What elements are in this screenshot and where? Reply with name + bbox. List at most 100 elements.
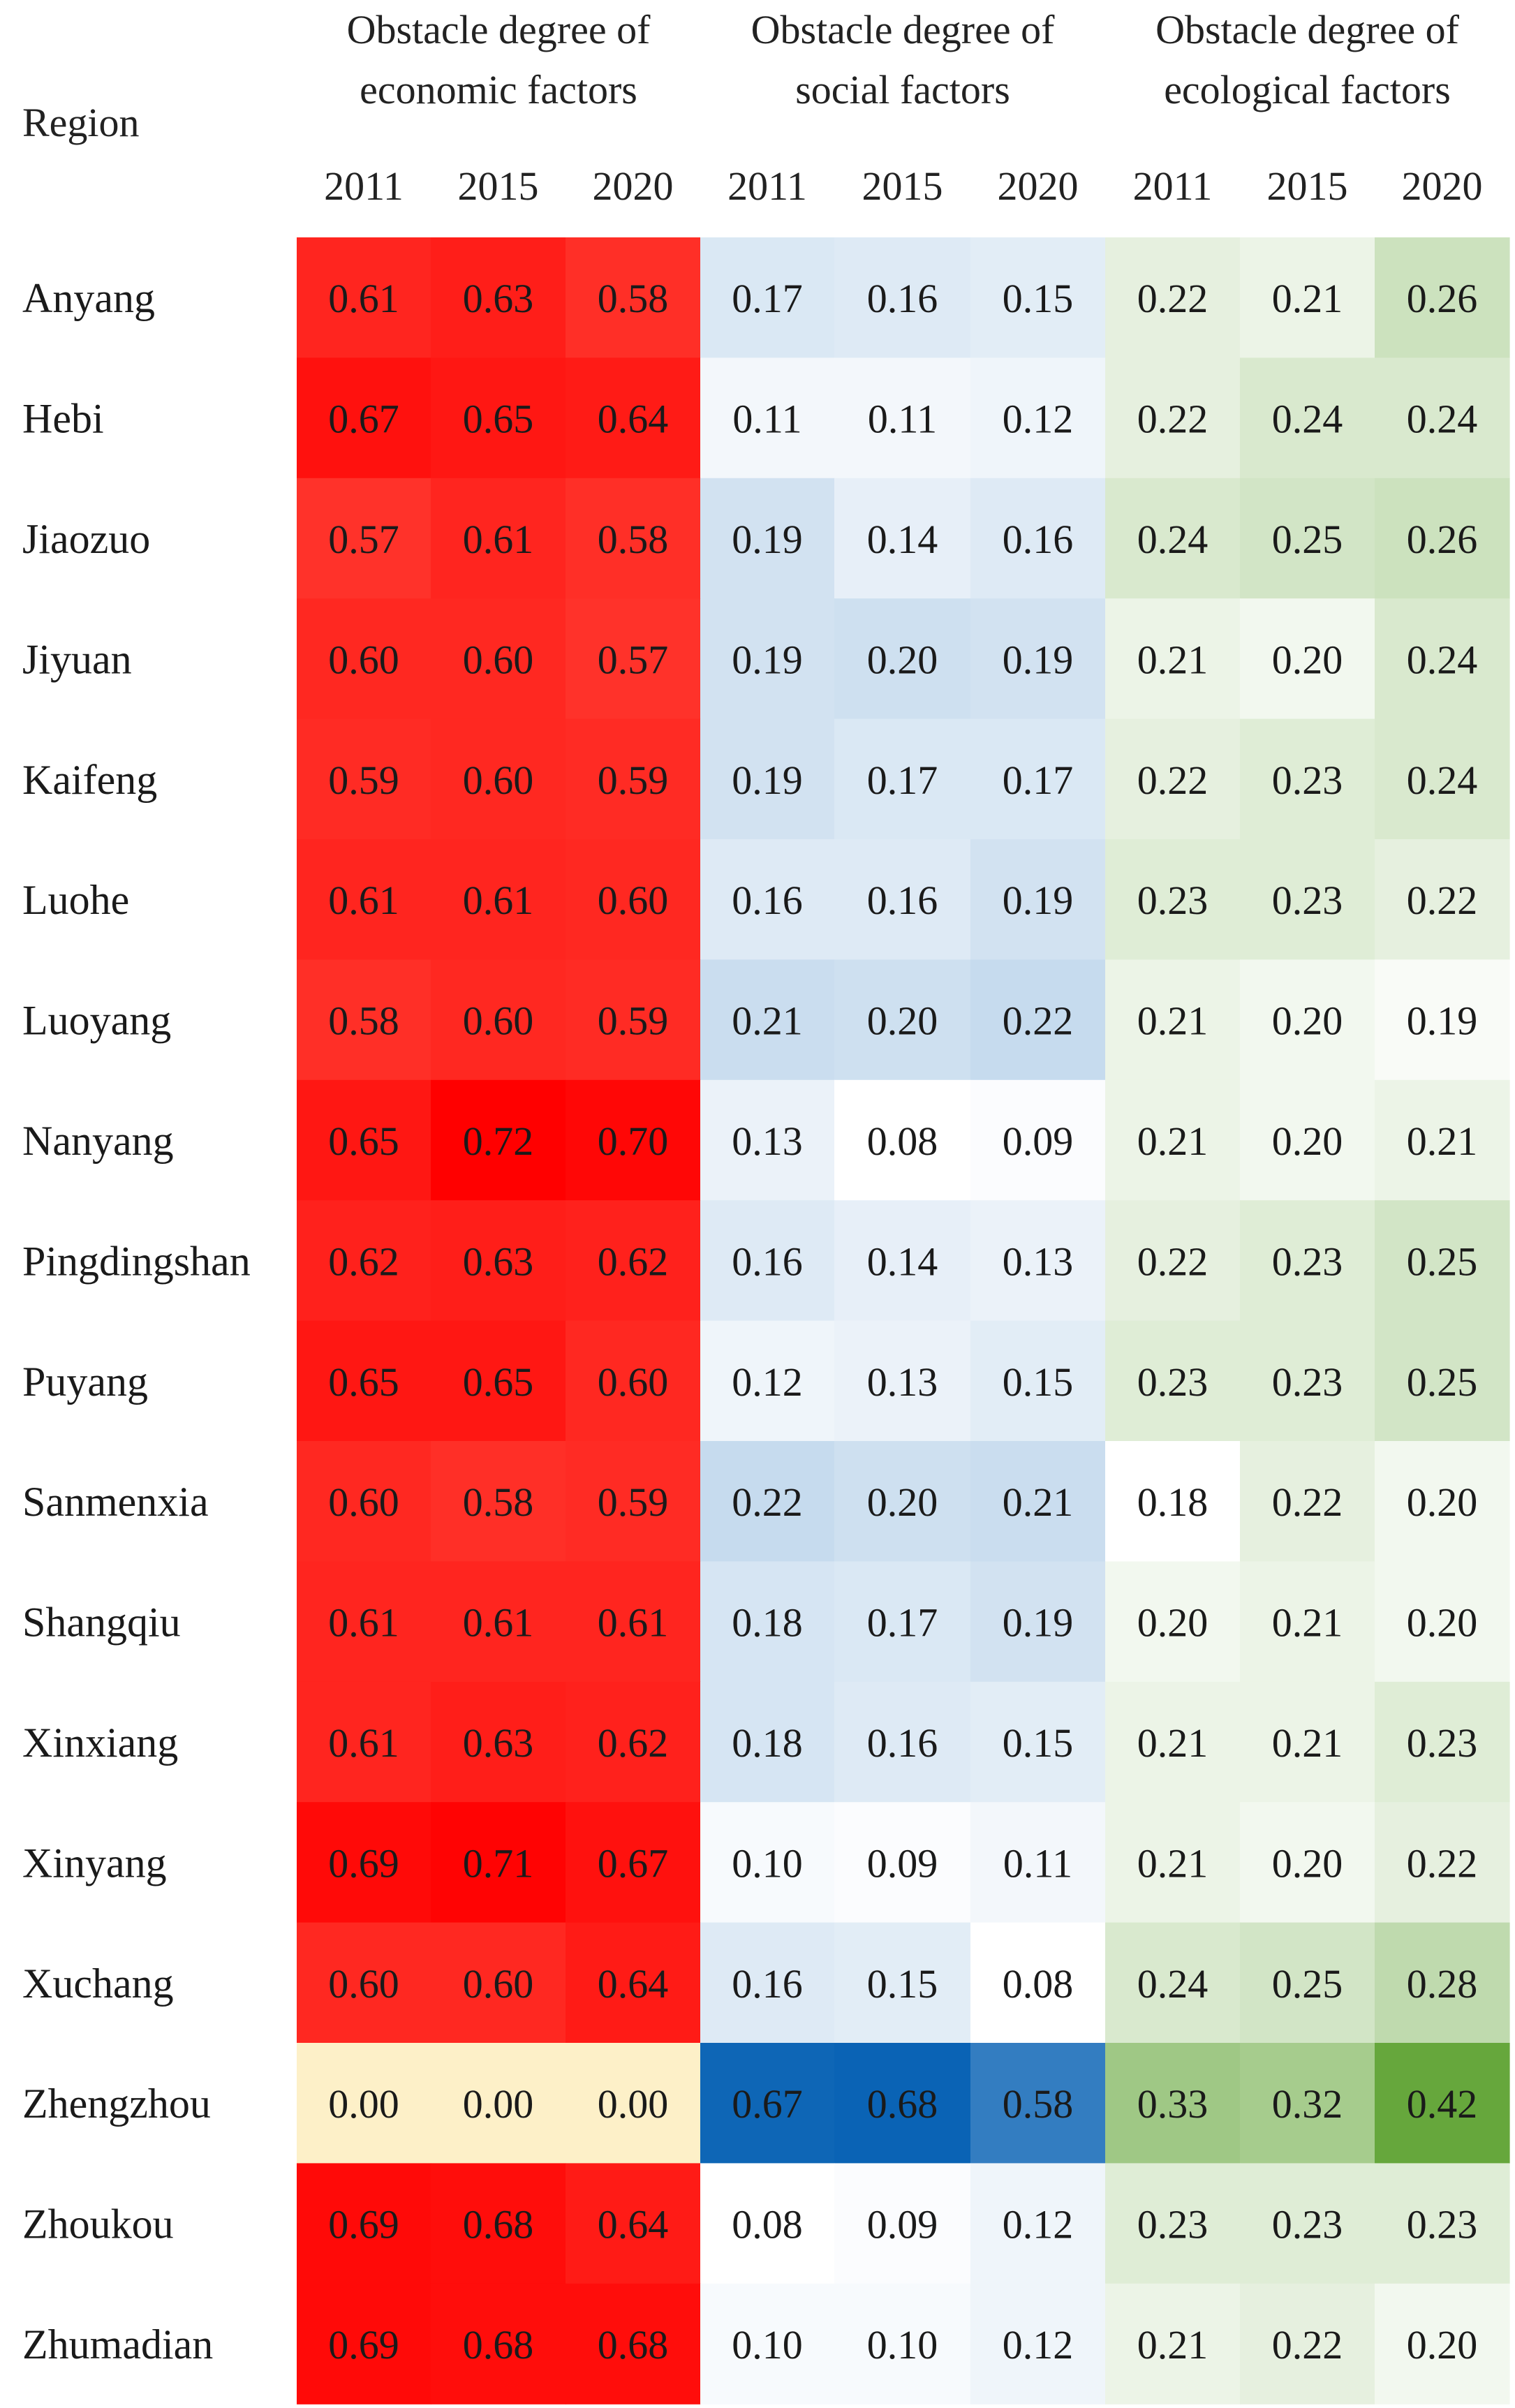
year-header-blue-2020: 2020 bbox=[998, 163, 1079, 209]
cell-jiyuan-blue-2011 bbox=[700, 598, 835, 720]
cell-value-sanmenxia-green-2020: 0.20 bbox=[1407, 1479, 1478, 1525]
cell-puyang-green-2020 bbox=[1375, 1320, 1510, 1442]
cell-luoyang-green-2015 bbox=[1240, 959, 1375, 1081]
cell-kaifeng-red-2011 bbox=[297, 718, 431, 840]
cell-value-zhoukou-red-2020: 0.64 bbox=[598, 2202, 669, 2247]
cell-kaifeng-blue-2011 bbox=[700, 718, 835, 840]
cell-jiyuan-blue-2015 bbox=[834, 598, 971, 720]
cell-value-xinxiang-green-2020: 0.23 bbox=[1407, 1720, 1478, 1766]
row-header: Region bbox=[22, 100, 140, 145]
cell-value-jiyuan-red-2020: 0.57 bbox=[598, 637, 669, 682]
cell-sanmenxia-green-2015 bbox=[1240, 1441, 1375, 1562]
cell-value-xuchang-green-2011: 0.24 bbox=[1137, 1961, 1209, 2007]
cell-value-xuchang-red-2020: 0.64 bbox=[598, 1961, 669, 2007]
cell-value-zhoukou-blue-2015: 0.09 bbox=[867, 2202, 938, 2247]
cell-value-zhoukou-blue-2011: 0.08 bbox=[732, 2202, 803, 2247]
cell-jiyuan-green-2015 bbox=[1240, 598, 1375, 720]
year-header-red-2015: 2015 bbox=[458, 163, 539, 209]
cell-value-kaifeng-blue-2011: 0.19 bbox=[732, 758, 803, 803]
cell-value-luoyang-red-2011: 0.58 bbox=[328, 998, 399, 1044]
region-label-puyang: Puyang bbox=[22, 1359, 148, 1405]
cell-value-hebi-blue-2015: 0.11 bbox=[868, 397, 937, 442]
region-label-shangqiu: Shangqiu bbox=[22, 1600, 181, 1646]
cell-xuchang-red-2020 bbox=[566, 1922, 701, 2044]
cell-value-nanyang-green-2015: 0.20 bbox=[1272, 1118, 1343, 1164]
cell-anyang-green-2015 bbox=[1240, 237, 1375, 358]
cell-value-puyang-blue-2011: 0.12 bbox=[732, 1359, 803, 1405]
cell-value-hebi-red-2020: 0.64 bbox=[598, 397, 669, 442]
cell-kaifeng-blue-2015 bbox=[834, 718, 971, 840]
cell-pingdingshan-blue-2020 bbox=[970, 1200, 1106, 1322]
cell-value-luoyang-red-2015: 0.60 bbox=[463, 998, 534, 1044]
cell-xuchang-blue-2015 bbox=[834, 1922, 971, 2044]
cell-value-shangqiu-green-2011: 0.20 bbox=[1137, 1600, 1209, 1646]
cell-value-luohe-red-2015: 0.61 bbox=[463, 878, 534, 923]
cell-xinxiang-red-2015 bbox=[431, 1681, 566, 1803]
cell-value-kaifeng-red-2015: 0.60 bbox=[463, 758, 534, 803]
cell-value-kaifeng-blue-2020: 0.17 bbox=[1003, 758, 1074, 803]
year-header-red-2020: 2020 bbox=[593, 163, 674, 209]
cell-puyang-blue-2011 bbox=[700, 1320, 835, 1442]
cell-value-pingdingshan-blue-2011: 0.16 bbox=[732, 1239, 803, 1284]
cell-nanyang-green-2015 bbox=[1240, 1079, 1375, 1201]
cell-zhengzhou-green-2020 bbox=[1375, 2043, 1510, 2164]
cell-jiyuan-red-2020 bbox=[566, 598, 701, 720]
cell-jiaozuo-blue-2020 bbox=[970, 478, 1106, 599]
cell-zhumadian-green-2015 bbox=[1240, 2283, 1375, 2405]
cell-luoyang-green-2020 bbox=[1375, 959, 1510, 1081]
cell-value-nanyang-blue-2020: 0.09 bbox=[1003, 1118, 1074, 1164]
cell-xinxiang-blue-2011 bbox=[700, 1681, 835, 1803]
cell-luoyang-blue-2015 bbox=[834, 959, 971, 1081]
cell-value-kaifeng-green-2011: 0.22 bbox=[1137, 758, 1209, 803]
cell-value-zhumadian-blue-2011: 0.10 bbox=[732, 2322, 803, 2368]
cell-value-shangqiu-blue-2011: 0.18 bbox=[732, 1600, 803, 1646]
cell-value-anyang-green-2011: 0.22 bbox=[1137, 276, 1209, 321]
cell-xinxiang-green-2020 bbox=[1375, 1681, 1510, 1803]
cell-value-pingdingshan-red-2011: 0.62 bbox=[328, 1239, 399, 1284]
cell-hebi-blue-2011 bbox=[700, 357, 835, 479]
cell-shangqiu-green-2015 bbox=[1240, 1561, 1375, 1683]
cell-value-jiyuan-blue-2020: 0.19 bbox=[1003, 637, 1074, 682]
header-layer: Region Obstacle degree of economic factors… bbox=[22, 7, 1483, 209]
cell-value-zhoukou-red-2015: 0.68 bbox=[463, 2202, 534, 2247]
cell-luohe-red-2011 bbox=[297, 839, 431, 960]
cell-value-zhumadian-green-2015: 0.22 bbox=[1272, 2322, 1343, 2368]
cell-pingdingshan-blue-2011 bbox=[700, 1200, 835, 1322]
cell-value-zhumadian-green-2020: 0.20 bbox=[1407, 2322, 1478, 2368]
cell-zhoukou-green-2015 bbox=[1240, 2163, 1375, 2284]
cell-xuchang-green-2020 bbox=[1375, 1922, 1510, 2044]
cell-value-xuchang-green-2020: 0.28 bbox=[1407, 1961, 1478, 2007]
cell-zhoukou-green-2011 bbox=[1105, 2163, 1241, 2284]
cell-puyang-green-2011 bbox=[1105, 1320, 1241, 1442]
cell-value-shangqiu-blue-2015: 0.17 bbox=[867, 1600, 938, 1646]
cell-kaifeng-red-2015 bbox=[431, 718, 566, 840]
cell-hebi-green-2011 bbox=[1105, 357, 1241, 479]
cell-jiaozuo-red-2015 bbox=[431, 478, 566, 599]
cell-value-luohe-red-2020: 0.60 bbox=[598, 878, 669, 923]
cell-hebi-red-2011 bbox=[297, 357, 431, 479]
cell-zhengzhou-blue-2020 bbox=[970, 2043, 1106, 2164]
cell-hebi-blue-2015 bbox=[834, 357, 971, 479]
cell-value-hebi-red-2011: 0.67 bbox=[328, 397, 399, 442]
cell-xinxiang-green-2011 bbox=[1105, 1681, 1241, 1803]
cell-jiaozuo-green-2011 bbox=[1105, 478, 1241, 599]
cell-value-pingdingshan-green-2011: 0.22 bbox=[1137, 1239, 1209, 1284]
cell-value-luoyang-blue-2020: 0.22 bbox=[1003, 998, 1074, 1044]
cell-value-xinxiang-green-2015: 0.21 bbox=[1272, 1720, 1343, 1766]
group-header-green-line-2: ecological factors bbox=[1164, 67, 1451, 112]
cell-value-xuchang-blue-2011: 0.16 bbox=[732, 1961, 803, 2007]
cell-value-luohe-green-2020: 0.22 bbox=[1407, 878, 1478, 923]
cell-value-xinyang-red-2011: 0.69 bbox=[328, 1840, 399, 1886]
cell-value-jiyuan-blue-2011: 0.19 bbox=[732, 637, 803, 682]
cell-value-luoyang-blue-2015: 0.20 bbox=[867, 998, 938, 1044]
cell-zhengzhou-red-2015 bbox=[431, 2043, 566, 2164]
cell-value-sanmenxia-blue-2015: 0.20 bbox=[867, 1479, 938, 1525]
cell-value-xinxiang-red-2015: 0.63 bbox=[463, 1720, 534, 1766]
cell-kaifeng-green-2011 bbox=[1105, 718, 1241, 840]
cell-nanyang-red-2020 bbox=[566, 1079, 701, 1201]
cell-value-pingdingshan-red-2015: 0.63 bbox=[463, 1239, 534, 1284]
cell-value-zhoukou-green-2020: 0.23 bbox=[1407, 2202, 1478, 2247]
region-label-luohe: Luohe bbox=[22, 877, 129, 923]
cell-value-zhumadian-blue-2020: 0.12 bbox=[1003, 2322, 1074, 2368]
year-header-green-2015: 2015 bbox=[1267, 163, 1348, 209]
